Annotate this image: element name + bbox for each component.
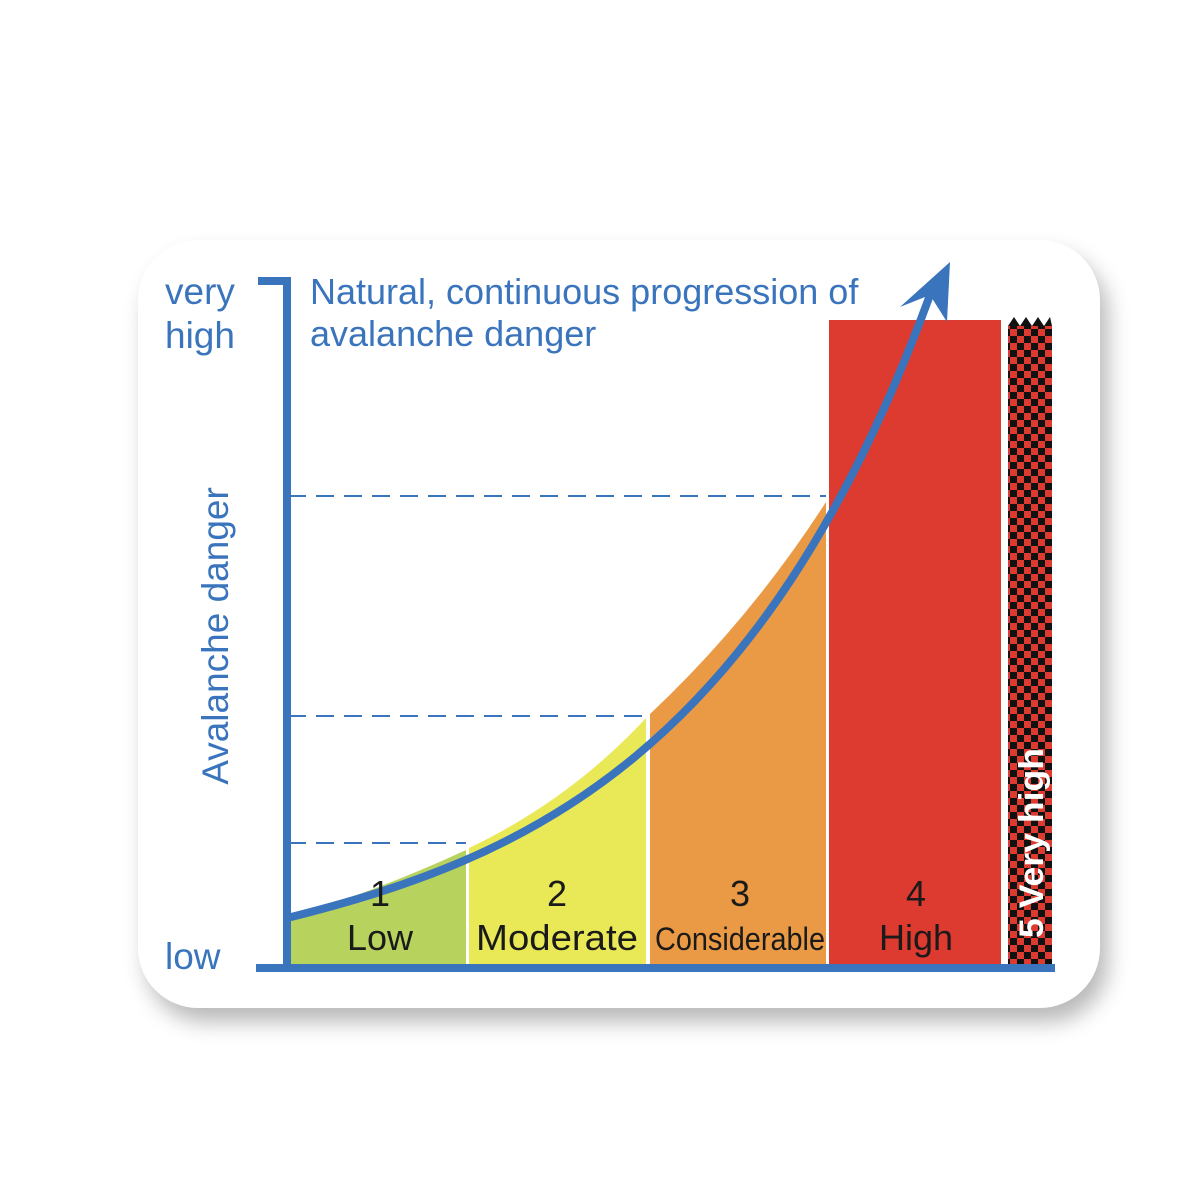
level-3-number: 3	[730, 873, 750, 914]
level-1-number: 1	[370, 873, 390, 914]
level-5-band	[1008, 326, 1052, 965]
level-2-number: 2	[547, 873, 567, 914]
level-2-name: Moderate	[476, 917, 638, 958]
axis-top-label-line2: high	[165, 315, 235, 356]
curve-caption-line1: Natural, continuous progression of	[310, 271, 859, 312]
curve-arrowhead-icon	[900, 262, 950, 322]
axis-top-label-line1: very	[165, 271, 235, 312]
level-5-band-top-edge	[1008, 317, 1052, 326]
level-1-name: Low	[347, 917, 414, 958]
y-axis-title: Avalanche danger	[195, 487, 236, 785]
level-3-name: Considerable	[655, 921, 825, 957]
axis-bottom-label: low	[165, 936, 221, 977]
level-4-name: High	[879, 917, 953, 958]
level-4-number: 4	[906, 873, 926, 914]
level-3-band	[650, 502, 826, 965]
danger-curve	[283, 291, 934, 922]
curve-caption-line2: avalanche danger	[310, 313, 596, 354]
y-axis	[258, 277, 291, 968]
level-5-label: 5 Very high	[1013, 748, 1051, 938]
